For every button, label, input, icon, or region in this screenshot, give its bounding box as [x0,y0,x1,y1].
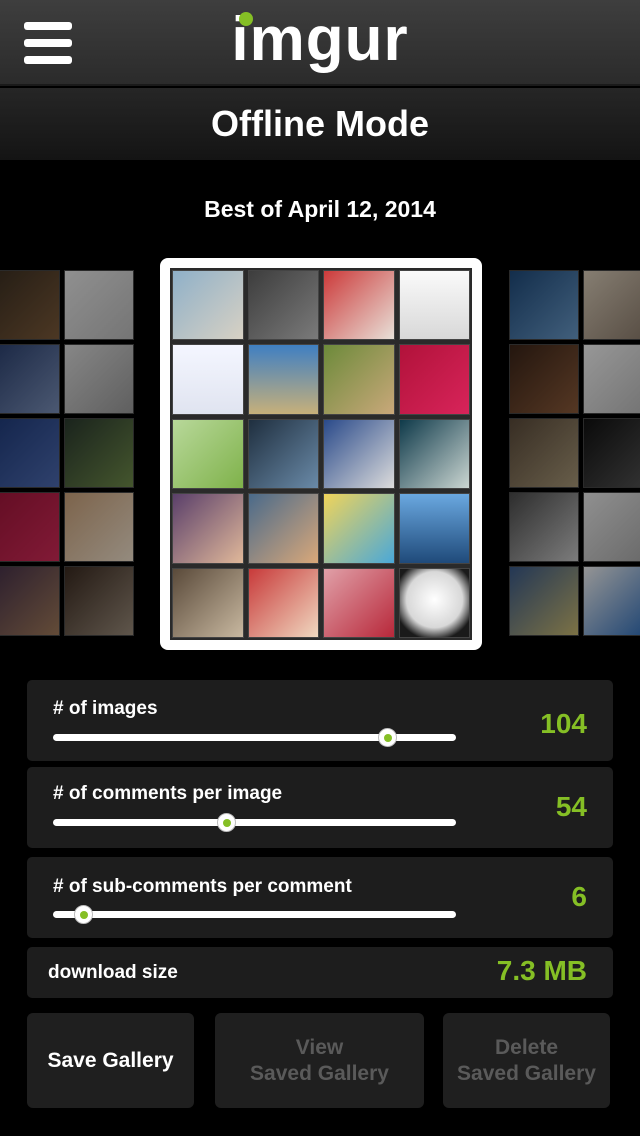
hamburger-menu-icon[interactable] [24,22,72,66]
view-saved-gallery-line1: View [295,1035,344,1059]
gallery-thumbnail [398,344,470,415]
gallery-thumbnail [172,344,244,415]
gallery-thumbnail [64,566,134,636]
gallery-thumbnail [509,344,579,414]
images-label: # of images [53,698,158,719]
images-value: 104 [540,708,587,739]
gallery-thumbnail [323,567,395,638]
save-gallery-button[interactable]: Save Gallery [27,1013,194,1108]
gallery-thumbnail [172,567,244,638]
gallery-thumbnail [583,344,640,414]
gallery-title: Best of April 12, 2014 [204,196,436,222]
next-gallery-preview[interactable] [509,270,640,636]
comments-value: 54 [555,791,587,822]
gallery-thumbnail [64,270,134,340]
view-saved-gallery-line2: Saved Gallery [250,1061,389,1085]
download-size-label: download size [48,962,178,983]
gallery-thumbnail [0,418,60,488]
gallery-thumbnail [509,418,579,488]
gallery-thumbnail [323,493,395,564]
gallery-thumbnail [583,270,640,340]
gallery-thumbnail [323,344,395,415]
gallery-thumbnail [172,418,244,490]
download-size-value: 7.3 MB [496,955,587,986]
previous-gallery-preview[interactable] [0,270,134,636]
delete-saved-gallery-button[interactable]: Delete Saved Gallery [443,1013,610,1108]
gallery-thumbnail [509,492,579,562]
logo-dot [239,12,253,26]
gallery-thumbnail [509,270,579,340]
comments-slider[interactable] [53,813,456,832]
selected-gallery-card[interactable] [160,258,482,650]
gallery-thumbnail-grid [170,268,472,640]
gallery-thumbnail [0,344,60,414]
gallery-thumbnail [0,566,60,636]
gallery-thumbnail [583,418,640,488]
download-size-panel: download size 7.3 MB [27,947,613,998]
delete-saved-gallery-line2: Saved Gallery [457,1061,596,1085]
gallery-thumbnail [64,344,134,414]
subcomments-slider[interactable] [53,905,456,924]
gallery-thumbnail [172,270,244,341]
gallery-thumbnail [323,418,395,490]
gallery-thumbnail [247,418,319,490]
comments-label: # of comments per image [53,783,283,804]
gallery-thumbnail [0,492,60,562]
gallery-thumbnail [64,418,134,488]
save-gallery-label: Save Gallery [47,1048,174,1072]
gallery-thumbnail [509,566,579,636]
gallery-thumbnail [247,567,319,638]
gallery-thumbnail [398,493,470,564]
imgur-logo: imgur [231,5,409,74]
subcomments-slider-thumb[interactable] [74,905,94,924]
gallery-thumbnail [247,493,319,564]
delete-saved-gallery-line1: Delete [494,1035,559,1059]
subcomments-value: 6 [571,881,587,912]
view-saved-gallery-button[interactable]: View Saved Gallery [215,1013,424,1108]
gallery-thumbnail [0,270,60,340]
gallery-thumbnail [583,566,640,636]
gallery-thumbnail [398,418,470,490]
top-bar: imgur [0,0,640,86]
gallery-thumbnail [247,344,319,415]
subcomments-setting-panel: # of sub-comments per comment 6 [27,857,613,938]
gallery-thumbnail [398,270,470,341]
gallery-thumbnail [323,270,395,341]
images-slider-thumb[interactable] [378,728,398,747]
gallery-thumbnail [398,567,470,638]
comments-setting-panel: # of comments per image 54 [27,767,613,848]
page-title: Offline Mode [0,88,640,160]
images-setting-panel: # of images 104 [27,680,613,761]
comments-slider-thumb[interactable] [217,813,237,832]
subcomments-label: # of sub-comments per comment [53,876,352,897]
gallery-thumbnail [583,492,640,562]
gallery-thumbnail [247,270,319,341]
images-slider[interactable] [53,728,456,747]
gallery-thumbnail [172,493,244,564]
gallery-thumbnail [64,492,134,562]
